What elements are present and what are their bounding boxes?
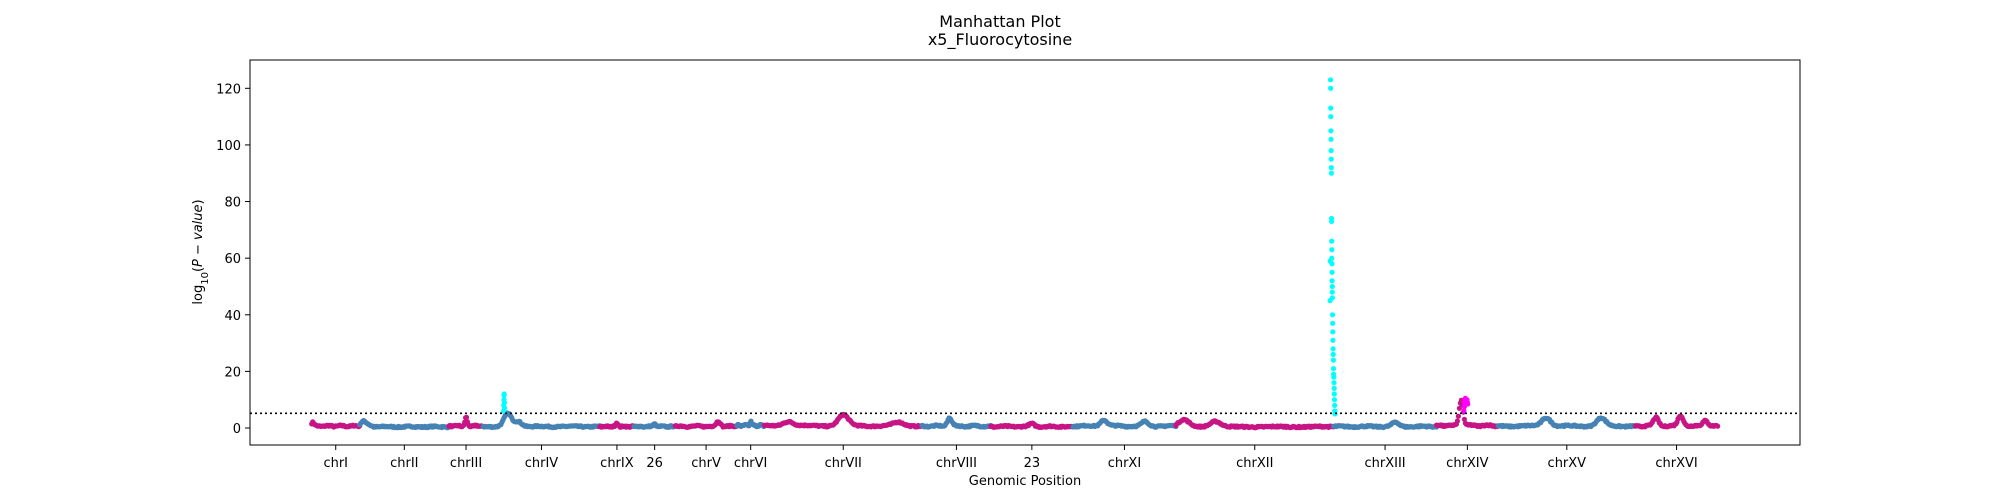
significant-point xyxy=(1332,402,1338,408)
significant-point xyxy=(501,391,507,397)
y-tick-label: 80 xyxy=(224,196,241,211)
significant-point xyxy=(1328,165,1334,171)
significant-point xyxy=(1328,148,1334,154)
significant-point xyxy=(501,399,507,406)
significant-point xyxy=(1328,114,1334,120)
y-tick-label: 100 xyxy=(216,139,241,154)
y-tick-label: 0 xyxy=(233,422,241,437)
x-tick-label: chrVIII xyxy=(936,456,977,471)
x-tick-label: chrV xyxy=(691,456,721,471)
significant-point xyxy=(1329,238,1335,244)
x-tick-label: chrXV xyxy=(1548,456,1587,471)
x-tick-label: chrVI xyxy=(734,456,767,471)
significant-point xyxy=(1330,366,1337,372)
significant-point xyxy=(1465,401,1471,407)
x-tick-label: 26 xyxy=(646,456,663,471)
significant-point xyxy=(1329,278,1335,284)
x-tick-label: 23 xyxy=(1024,456,1041,471)
significant-point xyxy=(1329,312,1336,318)
significant-point xyxy=(1329,269,1335,275)
significant-points xyxy=(501,77,1471,417)
significant-point xyxy=(1328,170,1334,176)
x-tick-label: chrXIV xyxy=(1446,456,1488,471)
y-axis: 0 20 40 60 80 100 120 xyxy=(216,82,250,437)
x-tick-label: chrII xyxy=(390,456,418,471)
x-tick-label: chrXIII xyxy=(1364,456,1405,471)
data-point xyxy=(1455,413,1461,419)
data-point xyxy=(1454,418,1460,424)
data-point xyxy=(1461,416,1467,422)
significant-point xyxy=(1327,77,1334,83)
y-tick-label: 40 xyxy=(224,309,241,324)
significant-point xyxy=(1327,298,1333,304)
significant-point xyxy=(1330,357,1336,363)
significant-point xyxy=(1329,247,1335,253)
significant-point xyxy=(1331,391,1337,397)
data-point xyxy=(1715,423,1721,429)
significant-point xyxy=(1328,156,1334,162)
x-tick-label: chrIX xyxy=(600,456,634,471)
x-tick-label: chrXI xyxy=(1108,456,1141,471)
data-point xyxy=(463,414,470,420)
significant-point xyxy=(1329,289,1335,295)
significant-point xyxy=(1328,136,1334,142)
significant-point xyxy=(1329,218,1335,224)
y-tick-label: 120 xyxy=(216,82,241,97)
significant-point xyxy=(1330,346,1336,352)
x-tick-label: chrI xyxy=(323,456,348,471)
significant-point xyxy=(502,405,508,411)
x-tick-label: chrVII xyxy=(825,456,862,471)
x-tick-label: chrXVI xyxy=(1655,456,1697,471)
significant-point xyxy=(1328,105,1334,111)
x-axis: chrI chrII chrIII chrIV chrIX 26 chrV chrVI chrV… xyxy=(323,445,1698,471)
x-axis-label: Genomic Position xyxy=(969,474,1081,489)
plot-frame xyxy=(249,59,1801,446)
significant-point xyxy=(1331,374,1337,380)
significant-point xyxy=(1331,397,1338,403)
chart-subtitle: x5_Fluorocytosine xyxy=(928,30,1072,50)
x-tick-label: chrIV xyxy=(525,456,559,471)
significant-point xyxy=(1331,385,1337,391)
significant-point xyxy=(1329,283,1335,290)
y-tick-label: 20 xyxy=(224,365,241,380)
significant-point xyxy=(1461,408,1467,414)
significant-point xyxy=(1331,380,1337,386)
significant-point xyxy=(1330,337,1336,343)
x-tick-label: chrXII xyxy=(1236,456,1273,471)
y-axis-label: log10(P − value) xyxy=(191,199,211,304)
y-tick-label: 60 xyxy=(224,252,241,267)
x-tick-label: chrIII xyxy=(450,456,482,471)
significant-point xyxy=(1328,85,1334,91)
chart-title: Manhattan Plot xyxy=(939,12,1060,31)
data-points xyxy=(309,397,1721,431)
significant-point xyxy=(1330,351,1336,357)
significant-point xyxy=(1330,329,1336,335)
significant-point xyxy=(1328,128,1334,134)
data-point xyxy=(1456,405,1462,411)
significant-point xyxy=(1330,320,1336,326)
significant-point xyxy=(1327,258,1333,264)
